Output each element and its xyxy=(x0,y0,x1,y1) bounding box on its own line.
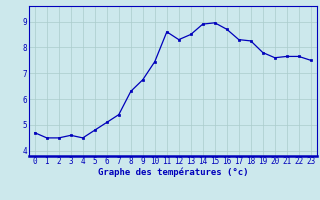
X-axis label: Graphe des températures (°c): Graphe des températures (°c) xyxy=(98,168,248,177)
